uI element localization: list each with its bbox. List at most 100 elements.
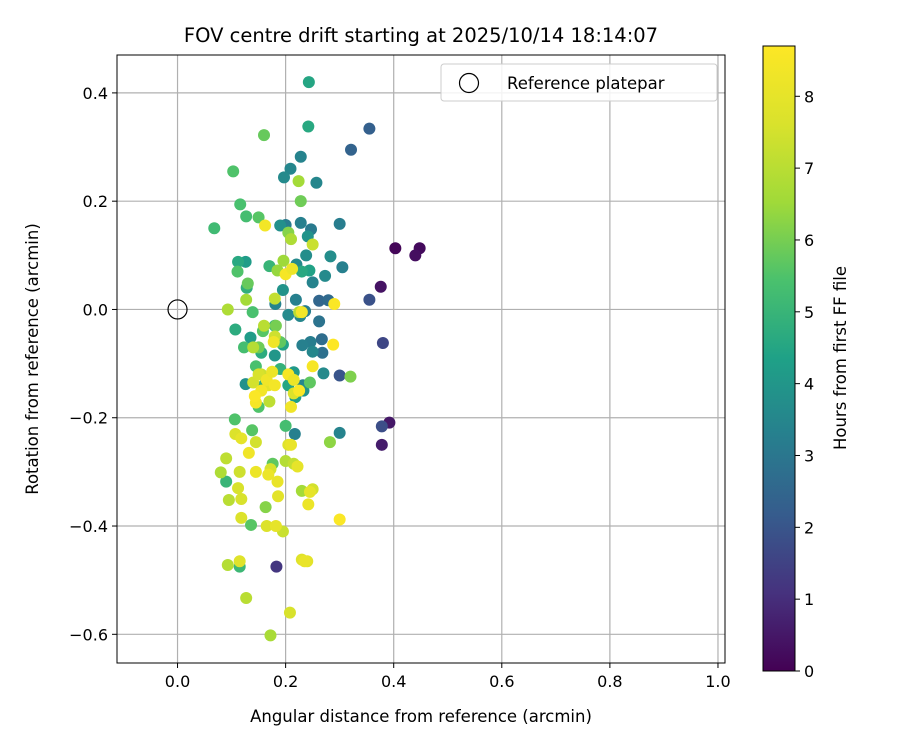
data-point xyxy=(333,217,346,230)
data-point xyxy=(336,261,349,274)
data-point xyxy=(267,335,280,348)
data-point xyxy=(374,280,387,293)
data-point xyxy=(306,276,319,289)
data-point xyxy=(310,176,323,189)
data-point xyxy=(259,219,272,232)
x-axis-label: Angular distance from reference (arcmin) xyxy=(250,707,592,726)
data-point xyxy=(259,501,272,514)
data-point xyxy=(288,427,301,440)
data-point xyxy=(306,345,319,358)
y-tick-label: −0.2 xyxy=(69,409,108,428)
data-point xyxy=(245,518,258,531)
data-point xyxy=(252,211,265,224)
data-point xyxy=(292,175,305,188)
data-point xyxy=(271,475,284,488)
data-point xyxy=(303,485,316,498)
data-point xyxy=(240,293,253,306)
data-point xyxy=(227,165,240,178)
data-point xyxy=(313,315,326,328)
data-point xyxy=(231,265,244,278)
data-point xyxy=(235,432,248,445)
data-point xyxy=(376,337,389,350)
colorbar-tick-label: 2 xyxy=(804,518,814,537)
data-point xyxy=(317,367,330,380)
legend-box xyxy=(440,63,718,102)
colorbar-tick-label: 1 xyxy=(804,590,814,609)
data-point xyxy=(302,120,315,133)
data-point xyxy=(302,498,315,511)
data-point xyxy=(279,419,292,432)
data-points xyxy=(208,76,426,642)
data-point xyxy=(313,294,326,307)
data-point xyxy=(294,195,307,208)
data-point xyxy=(249,465,262,478)
x-tick-label: 0.4 xyxy=(381,672,406,691)
data-point xyxy=(264,629,277,642)
data-point xyxy=(345,143,358,156)
data-point xyxy=(294,216,307,229)
data-point xyxy=(232,255,245,268)
data-point xyxy=(283,606,296,619)
data-point xyxy=(286,262,299,275)
plot-frame xyxy=(116,54,726,664)
data-point xyxy=(298,555,311,568)
data-point xyxy=(285,438,298,451)
data-point xyxy=(235,511,248,524)
y-axis-label: Rotation from reference (arcmin) xyxy=(23,223,42,495)
data-point xyxy=(269,319,282,332)
data-point xyxy=(221,303,234,316)
x-tick-label: 0.8 xyxy=(597,672,622,691)
data-point xyxy=(214,466,227,479)
data-point xyxy=(319,269,332,282)
data-point xyxy=(248,390,261,403)
chart-title: FOV centre drift starting at 2025/10/14 … xyxy=(184,24,658,47)
data-point xyxy=(333,369,346,382)
data-point xyxy=(276,283,289,296)
y-tick-label: −0.4 xyxy=(69,517,108,536)
data-point xyxy=(277,254,290,267)
data-point xyxy=(270,560,283,573)
data-point xyxy=(221,559,234,572)
data-point xyxy=(327,338,340,351)
data-point xyxy=(241,277,254,290)
data-point xyxy=(272,490,285,503)
colorbar: 0 1 2 3 4 5 6 7 8 Hours from first FF file xyxy=(762,45,850,681)
data-point xyxy=(324,250,337,263)
colorbar-ticks: 0 1 2 3 4 5 6 7 8 xyxy=(795,87,814,681)
data-point xyxy=(269,520,282,533)
data-point xyxy=(285,400,298,413)
y-tick-label: 0.0 xyxy=(83,300,108,319)
data-point xyxy=(262,468,275,481)
data-point xyxy=(285,233,298,246)
data-point xyxy=(300,249,313,262)
data-point xyxy=(306,360,319,373)
data-point xyxy=(295,265,308,278)
data-point xyxy=(293,384,306,397)
data-point xyxy=(363,293,376,306)
colorbar-tick-label: 6 xyxy=(804,231,814,250)
x-tick-label: 0.0 xyxy=(165,672,190,691)
data-point xyxy=(240,592,253,605)
data-point xyxy=(333,426,346,439)
data-point xyxy=(277,171,290,184)
data-point xyxy=(328,298,341,311)
data-point xyxy=(222,494,235,507)
data-point xyxy=(249,436,262,449)
data-point xyxy=(233,465,246,478)
data-point xyxy=(260,520,273,533)
colorbar-tick-label: 4 xyxy=(804,375,814,394)
data-point xyxy=(240,210,253,223)
data-point xyxy=(344,370,357,383)
reference-marker-icon xyxy=(458,72,480,94)
data-point xyxy=(306,238,319,251)
data-point xyxy=(244,331,257,344)
data-point xyxy=(295,306,308,319)
data-point xyxy=(220,475,233,488)
data-point xyxy=(289,293,302,306)
data-point xyxy=(291,460,304,473)
colorbar-gradient xyxy=(762,45,796,672)
data-point xyxy=(208,222,221,235)
data-point xyxy=(409,249,422,262)
data-point xyxy=(333,513,346,526)
data-point xyxy=(316,346,329,359)
